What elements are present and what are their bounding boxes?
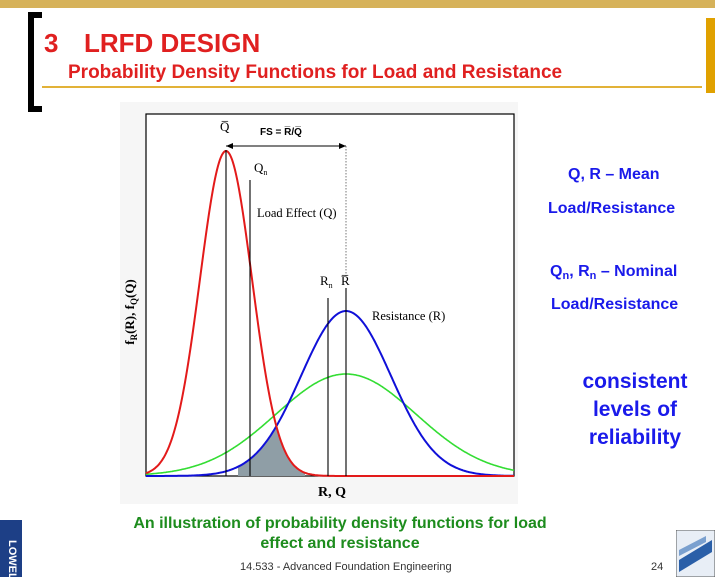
failure-overlap-area — [238, 426, 305, 476]
plot-box — [145, 113, 515, 477]
section-number: 3 — [44, 28, 59, 58]
page-title: LRFD DESIGN — [84, 28, 261, 58]
q-nominal-label: Qn — [254, 160, 267, 177]
curves-group — [145, 149, 515, 477]
resistance-label: Resistance (R) — [372, 309, 445, 323]
fs-label: FS = R̅/Q̅ — [260, 126, 302, 138]
title-underline — [42, 86, 702, 88]
page-number: 24 — [651, 561, 664, 573]
reliability-line3: reliability — [588, 426, 682, 449]
reliability-note: consistent levels of reliability — [560, 368, 710, 452]
caption-line2: effect and resistance — [260, 535, 420, 552]
university-logo — [0, 520, 22, 577]
q-mean-label: Q̅ — [220, 119, 230, 134]
figure-caption: An illustration of probability density f… — [80, 514, 600, 554]
figure-frame: fR(R), fQ(Q) R, Q FS = R̅/Q̅ Q̅ Qn Load … — [120, 102, 518, 504]
pdf-diagram: fR(R), fQ(Q) R, Q FS = R̅/Q̅ Q̅ Qn Load … — [122, 113, 515, 500]
mean-note-line2: Load/Resistance — [548, 200, 676, 217]
resistance-curve — [146, 310, 514, 477]
reliability-line2: levels of — [592, 398, 678, 421]
nominal-note-line2: Load/Resistance — [551, 296, 679, 313]
load-effect-curve — [145, 149, 514, 477]
r-nominal-label: Rn — [320, 273, 333, 290]
fs-arrow-left — [226, 143, 233, 149]
geo-logo — [676, 530, 715, 577]
university-logo-text: LOWELL — [6, 540, 18, 586]
page-subtitle: Probability Density Functions for Load a… — [68, 62, 563, 83]
right-accent-bar — [706, 18, 715, 93]
reliability-line1: consistent — [582, 370, 688, 393]
title-bracket — [28, 12, 42, 112]
caption-line1: An illustration of probability density f… — [133, 515, 547, 532]
load-effect-label: Load Effect (Q) — [257, 206, 337, 220]
course-footer: 14.533 - Advanced Foundation Engineering — [240, 561, 452, 573]
r-mean-label: R̅ — [341, 273, 350, 288]
x-axis-label: R, Q — [318, 485, 346, 500]
top-accent-bar — [0, 0, 715, 8]
mean-note-line1: Q, R – Mean — [568, 166, 660, 183]
nominal-note-line1: Qn, Rn – Nominal — [550, 263, 678, 282]
green-distribution-curve — [145, 373, 515, 476]
fs-arrow-right — [339, 143, 346, 149]
y-axis-label: fR(R), fQ(Q) — [122, 279, 139, 345]
